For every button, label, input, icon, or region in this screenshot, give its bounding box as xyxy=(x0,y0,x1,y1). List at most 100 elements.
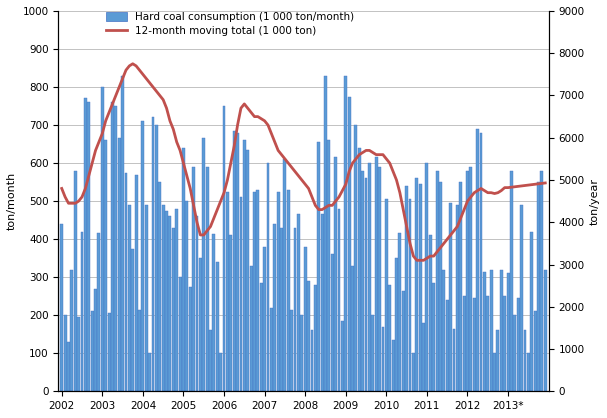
Bar xyxy=(260,283,263,391)
Bar xyxy=(534,311,537,391)
Bar xyxy=(480,133,483,391)
Bar xyxy=(141,121,144,391)
Bar xyxy=(443,270,446,391)
Bar xyxy=(341,321,344,391)
Bar xyxy=(104,140,107,391)
Bar xyxy=(232,131,236,391)
Bar xyxy=(118,138,121,391)
Bar xyxy=(483,272,486,391)
Bar xyxy=(165,211,168,391)
Bar xyxy=(392,340,395,391)
Bar xyxy=(60,224,63,391)
Bar xyxy=(202,138,205,391)
Bar xyxy=(320,214,324,391)
Bar xyxy=(87,102,90,391)
Bar xyxy=(94,288,97,391)
Bar xyxy=(497,331,500,391)
Bar xyxy=(385,199,388,391)
Bar xyxy=(395,258,398,391)
Bar xyxy=(287,190,290,391)
Bar xyxy=(456,205,459,391)
Bar xyxy=(520,205,523,391)
Bar xyxy=(429,235,432,391)
Bar xyxy=(439,182,442,391)
Bar xyxy=(500,270,503,391)
Y-axis label: ton/month: ton/month xyxy=(7,172,17,230)
Bar xyxy=(114,106,117,391)
Bar xyxy=(327,140,330,391)
Bar xyxy=(412,353,415,391)
Bar xyxy=(145,205,148,391)
Bar xyxy=(544,270,547,391)
Bar xyxy=(382,327,384,391)
Bar xyxy=(449,203,452,391)
Bar xyxy=(246,150,249,391)
Bar xyxy=(514,315,517,391)
Bar xyxy=(354,125,358,391)
Bar xyxy=(107,314,110,391)
Bar xyxy=(192,167,195,391)
Bar xyxy=(199,258,202,391)
Bar xyxy=(490,270,493,391)
Bar xyxy=(531,232,533,391)
Bar xyxy=(473,298,476,391)
Bar xyxy=(344,76,347,391)
Bar xyxy=(331,255,334,391)
Bar xyxy=(148,353,151,391)
Bar xyxy=(432,283,435,391)
Bar xyxy=(81,232,83,391)
Bar xyxy=(304,247,307,391)
Bar xyxy=(297,214,300,391)
Bar xyxy=(537,182,540,391)
Bar xyxy=(64,315,67,391)
Bar xyxy=(419,184,422,391)
Bar xyxy=(189,287,192,391)
Bar xyxy=(266,163,270,391)
Bar xyxy=(155,125,158,391)
Bar xyxy=(84,98,87,391)
Bar xyxy=(398,234,401,391)
Bar xyxy=(77,317,80,391)
Bar xyxy=(131,249,134,391)
Bar xyxy=(185,201,188,391)
Bar xyxy=(101,87,104,391)
Bar xyxy=(371,315,375,391)
Bar xyxy=(405,186,408,391)
Bar xyxy=(243,140,246,391)
Bar xyxy=(169,217,171,391)
Bar xyxy=(280,228,283,391)
Bar xyxy=(368,163,371,391)
Bar xyxy=(527,353,530,391)
Bar xyxy=(277,191,280,391)
Bar xyxy=(510,171,513,391)
Bar xyxy=(459,182,462,391)
Bar xyxy=(249,266,253,391)
Bar xyxy=(175,209,178,391)
Bar xyxy=(98,234,100,391)
Bar xyxy=(253,191,256,391)
Bar xyxy=(503,296,506,391)
Bar xyxy=(212,234,215,391)
Bar xyxy=(409,199,412,391)
Bar xyxy=(476,129,479,391)
Bar xyxy=(209,331,212,391)
Bar xyxy=(121,76,124,391)
Bar xyxy=(219,353,222,391)
Bar xyxy=(182,148,185,391)
Bar xyxy=(172,228,175,391)
Bar xyxy=(507,273,509,391)
Bar xyxy=(493,353,496,391)
Bar xyxy=(466,171,469,391)
Bar xyxy=(307,281,310,391)
Bar xyxy=(70,270,73,391)
Y-axis label: ton/year: ton/year xyxy=(590,178,600,224)
Bar xyxy=(290,310,293,391)
Bar xyxy=(74,171,76,391)
Bar xyxy=(152,117,154,391)
Bar xyxy=(426,163,429,391)
Bar xyxy=(422,323,425,391)
Bar xyxy=(317,142,320,391)
Bar xyxy=(446,300,449,391)
Bar xyxy=(375,158,378,391)
Bar xyxy=(334,158,337,391)
